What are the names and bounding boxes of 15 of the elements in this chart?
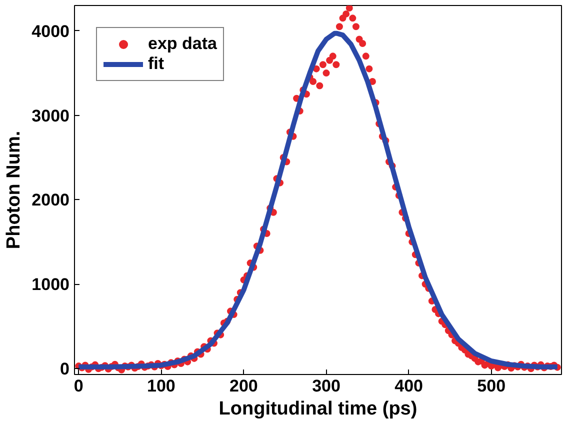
y-tick-label: 2000 — [32, 190, 70, 210]
legend-label: fit — [148, 54, 166, 74]
y-axis-title: Photon Num. — [4, 130, 25, 250]
x-tick-label: 500 — [477, 376, 506, 396]
y-tick-label: 4000 — [32, 22, 70, 41]
y-tick-label: 0 — [60, 360, 70, 379]
x-tick-label: 0 — [74, 376, 84, 396]
x-tick-label: 400 — [394, 376, 423, 396]
x-tick-label: 200 — [230, 376, 258, 396]
legend-label: exp data — [148, 34, 217, 54]
y-tick-label: 1000 — [32, 275, 70, 294]
x-tick-label: 300 — [312, 376, 340, 396]
x-axis-title: Longitudinal time (ps) — [218, 398, 418, 420]
y-tick-label: 3000 — [32, 106, 70, 126]
x-tick-label: 100 — [146, 376, 176, 396]
